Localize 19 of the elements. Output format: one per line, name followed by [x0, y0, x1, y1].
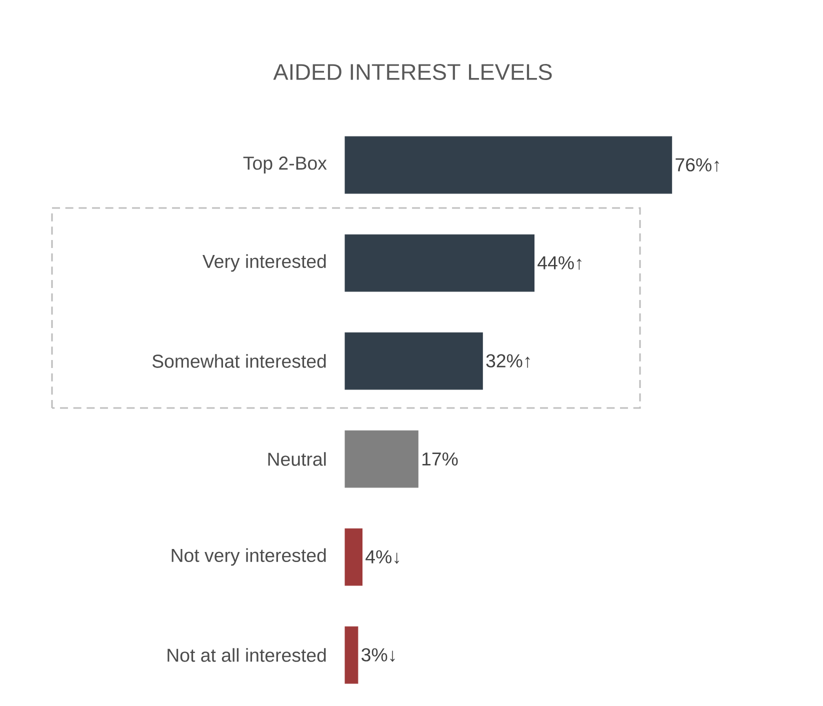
- y-tick-label: Very interested: [202, 254, 326, 272]
- bar: [344, 626, 358, 684]
- bar: [344, 430, 418, 488]
- data-label: 4%↓: [366, 550, 399, 564]
- bar: [344, 136, 672, 194]
- bar: [344, 528, 362, 586]
- y-tick-label: Not at all interested: [168, 648, 326, 662]
- chart-title: AIDED INTEREST LEVELS: [273, 64, 552, 80]
- data-label: 3%↓: [362, 648, 395, 662]
- data-label: 17%: [422, 452, 458, 466]
- y-tick-label: Neutral: [268, 452, 326, 466]
- data-label: 44%↑: [538, 256, 582, 270]
- y-tick-label: Top 2-Box: [243, 156, 327, 174]
- data-label: 76%↑: [676, 158, 719, 172]
- bar: [344, 332, 483, 390]
- y-tick-label: Not very interested: [172, 548, 326, 566]
- y-tick-label: Somewhat interested: [152, 354, 326, 368]
- bar: [344, 234, 534, 292]
- data-label: 32%↑: [486, 354, 530, 368]
